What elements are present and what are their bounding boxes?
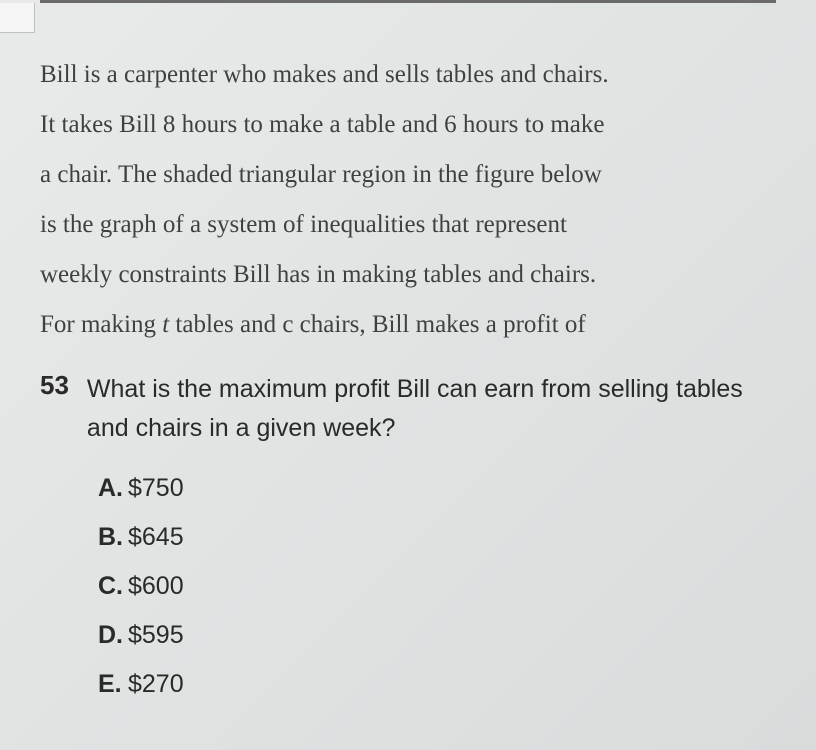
question-block: 53 What is the maximum profit Bill can e… xyxy=(40,370,786,697)
question-row: 53 What is the maximum profit Bill can e… xyxy=(40,370,786,448)
option-c-letter: C. xyxy=(98,574,128,599)
option-e-value: $270 xyxy=(128,670,184,698)
option-a: A.$750 xyxy=(98,476,786,501)
option-a-value: $750 xyxy=(128,474,184,502)
option-b: B.$645 xyxy=(98,525,786,550)
top-border-rule xyxy=(40,0,776,3)
options-list: A.$750 B.$645 C.$600 D.$595 E.$270 xyxy=(98,476,786,697)
passage-text: Bill is a carpenter who makes and sells … xyxy=(40,50,786,350)
option-d-value: $595 xyxy=(128,621,184,649)
option-d: D.$595 xyxy=(98,623,786,648)
passage-line-1: Bill is a carpenter who makes and sells … xyxy=(40,61,609,88)
option-b-letter: B. xyxy=(98,525,128,550)
question-number: 53 xyxy=(40,370,69,401)
page-tab xyxy=(0,3,35,33)
option-b-value: $645 xyxy=(128,523,184,551)
question-text: What is the maximum profit Bill can earn… xyxy=(87,370,786,448)
option-c-value: $600 xyxy=(128,572,184,600)
passage-line-6-pre: For making xyxy=(40,311,162,338)
passage-line-5: weekly constraints Bill has in making ta… xyxy=(40,261,596,288)
passage-line-2: It takes Bill 8 hours to make a table an… xyxy=(40,111,604,138)
option-a-letter: A. xyxy=(98,476,128,501)
passage-line-4: is the graph of a system of inequalities… xyxy=(40,211,567,238)
option-d-letter: D. xyxy=(98,623,128,648)
passage-line-3: a chair. The shaded triangular region in… xyxy=(40,161,602,188)
option-c: C.$600 xyxy=(98,574,786,599)
option-e: E.$270 xyxy=(98,672,786,697)
passage-line-6-post: tables and c chairs, Bill makes a profit… xyxy=(169,311,586,338)
option-e-letter: E. xyxy=(98,672,128,697)
